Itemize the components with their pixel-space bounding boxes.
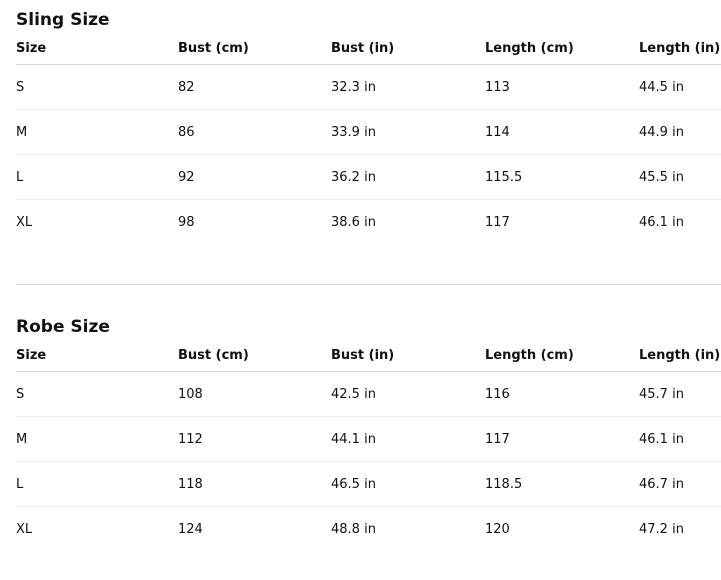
table-cell: 82 <box>178 64 331 110</box>
table-cell: 112 <box>178 416 331 462</box>
table-cell: 108 <box>178 371 331 417</box>
table-row: L 92 36.2 in 115.5 45.5 in <box>16 154 721 200</box>
table-cell: L <box>16 154 178 200</box>
table-header-row: Size Bust (cm) Bust (in) Length (cm) Length … <box>16 32 721 65</box>
column-header: Size <box>16 339 178 372</box>
column-header: Bust (in) <box>331 339 485 372</box>
table-cell: 42.5 in <box>331 371 485 417</box>
table-cell: 44.9 in <box>639 109 721 155</box>
table-cell: 36.2 in <box>331 154 485 200</box>
table-cell: 38.6 in <box>331 214 376 230</box>
table-cell: 118.5 <box>485 461 639 507</box>
table-cell: 118 <box>178 461 331 507</box>
table-cell: 46.7 in <box>639 461 721 507</box>
table-cell: 47.2 in <box>639 521 684 537</box>
table-cell: 116 <box>485 371 639 417</box>
table-cell: 45.5 in <box>639 154 721 200</box>
column-header: Length (cm) <box>485 32 639 65</box>
table-cell: 113 <box>485 64 639 110</box>
sling-size-table: Size Bust (cm) Bust (in) Length (cm) Length … <box>16 32 721 244</box>
table-row: M 86 33.9 in 114 44.9 in <box>16 109 721 155</box>
table-cell: XL <box>16 521 33 537</box>
column-header: Bust (cm) <box>178 339 331 372</box>
table-cell: 44.1 in <box>331 416 485 462</box>
column-header: Length (in) <box>639 339 721 372</box>
table-row: XL 98 38.6 in 117 46.1 in <box>16 200 721 245</box>
robe-size-section: Robe Size Size Bust (cm) Bust (in) Length (… <box>16 315 721 551</box>
table-cell: 46.1 in <box>639 214 684 230</box>
robe-size-table: Size Bust (cm) Bust (in) Length (cm) Length … <box>16 339 721 551</box>
table-cell: 120 <box>485 521 510 537</box>
table-row: M 112 44.1 in 117 46.1 in <box>16 416 721 462</box>
table-cell: 114 <box>485 109 639 155</box>
column-header: Length (in) <box>639 32 721 65</box>
table-cell: 117 <box>485 214 510 230</box>
table-cell: 86 <box>178 109 331 155</box>
sling-size-section: Sling Size Size Bust (cm) Bust (in) Length … <box>16 8 721 244</box>
table-cell: 32.3 in <box>331 64 485 110</box>
column-header: Length (cm) <box>485 339 639 372</box>
robe-size-title: Robe Size <box>16 317 110 337</box>
table-cell: M <box>16 109 178 155</box>
table-cell: XL <box>16 214 33 230</box>
column-header: Bust (cm) <box>178 32 331 65</box>
table-row: XL 124 48.8 in 120 47.2 in <box>16 507 721 552</box>
table-cell: M <box>16 416 178 462</box>
table-cell: 44.5 in <box>639 64 721 110</box>
column-header: Size <box>16 32 178 65</box>
table-cell: 92 <box>178 154 331 200</box>
table-row: S 108 42.5 in 116 45.7 in <box>16 371 721 417</box>
table-cell: 115.5 <box>485 154 639 200</box>
table-cell: 124 <box>178 521 203 537</box>
table-header-row: Size Bust (cm) Bust (in) Length (cm) Length … <box>16 339 721 372</box>
table-cell: 48.8 in <box>331 521 376 537</box>
table-cell: L <box>16 461 178 507</box>
table-cell: 46.5 in <box>331 461 485 507</box>
table-cell: 33.9 in <box>331 109 485 155</box>
table-row: L 118 46.5 in 118.5 46.7 in <box>16 461 721 507</box>
table-cell: S <box>16 371 178 417</box>
section-divider <box>16 284 721 285</box>
column-header: Bust (in) <box>331 32 485 65</box>
table-cell: 117 <box>485 416 639 462</box>
table-cell: 98 <box>178 214 195 230</box>
table-cell: S <box>16 64 178 110</box>
table-row: S 82 32.3 in 113 44.5 in <box>16 64 721 110</box>
sling-size-title: Sling Size <box>16 10 110 30</box>
table-cell: 45.7 in <box>639 371 721 417</box>
table-cell: 46.1 in <box>639 416 721 462</box>
